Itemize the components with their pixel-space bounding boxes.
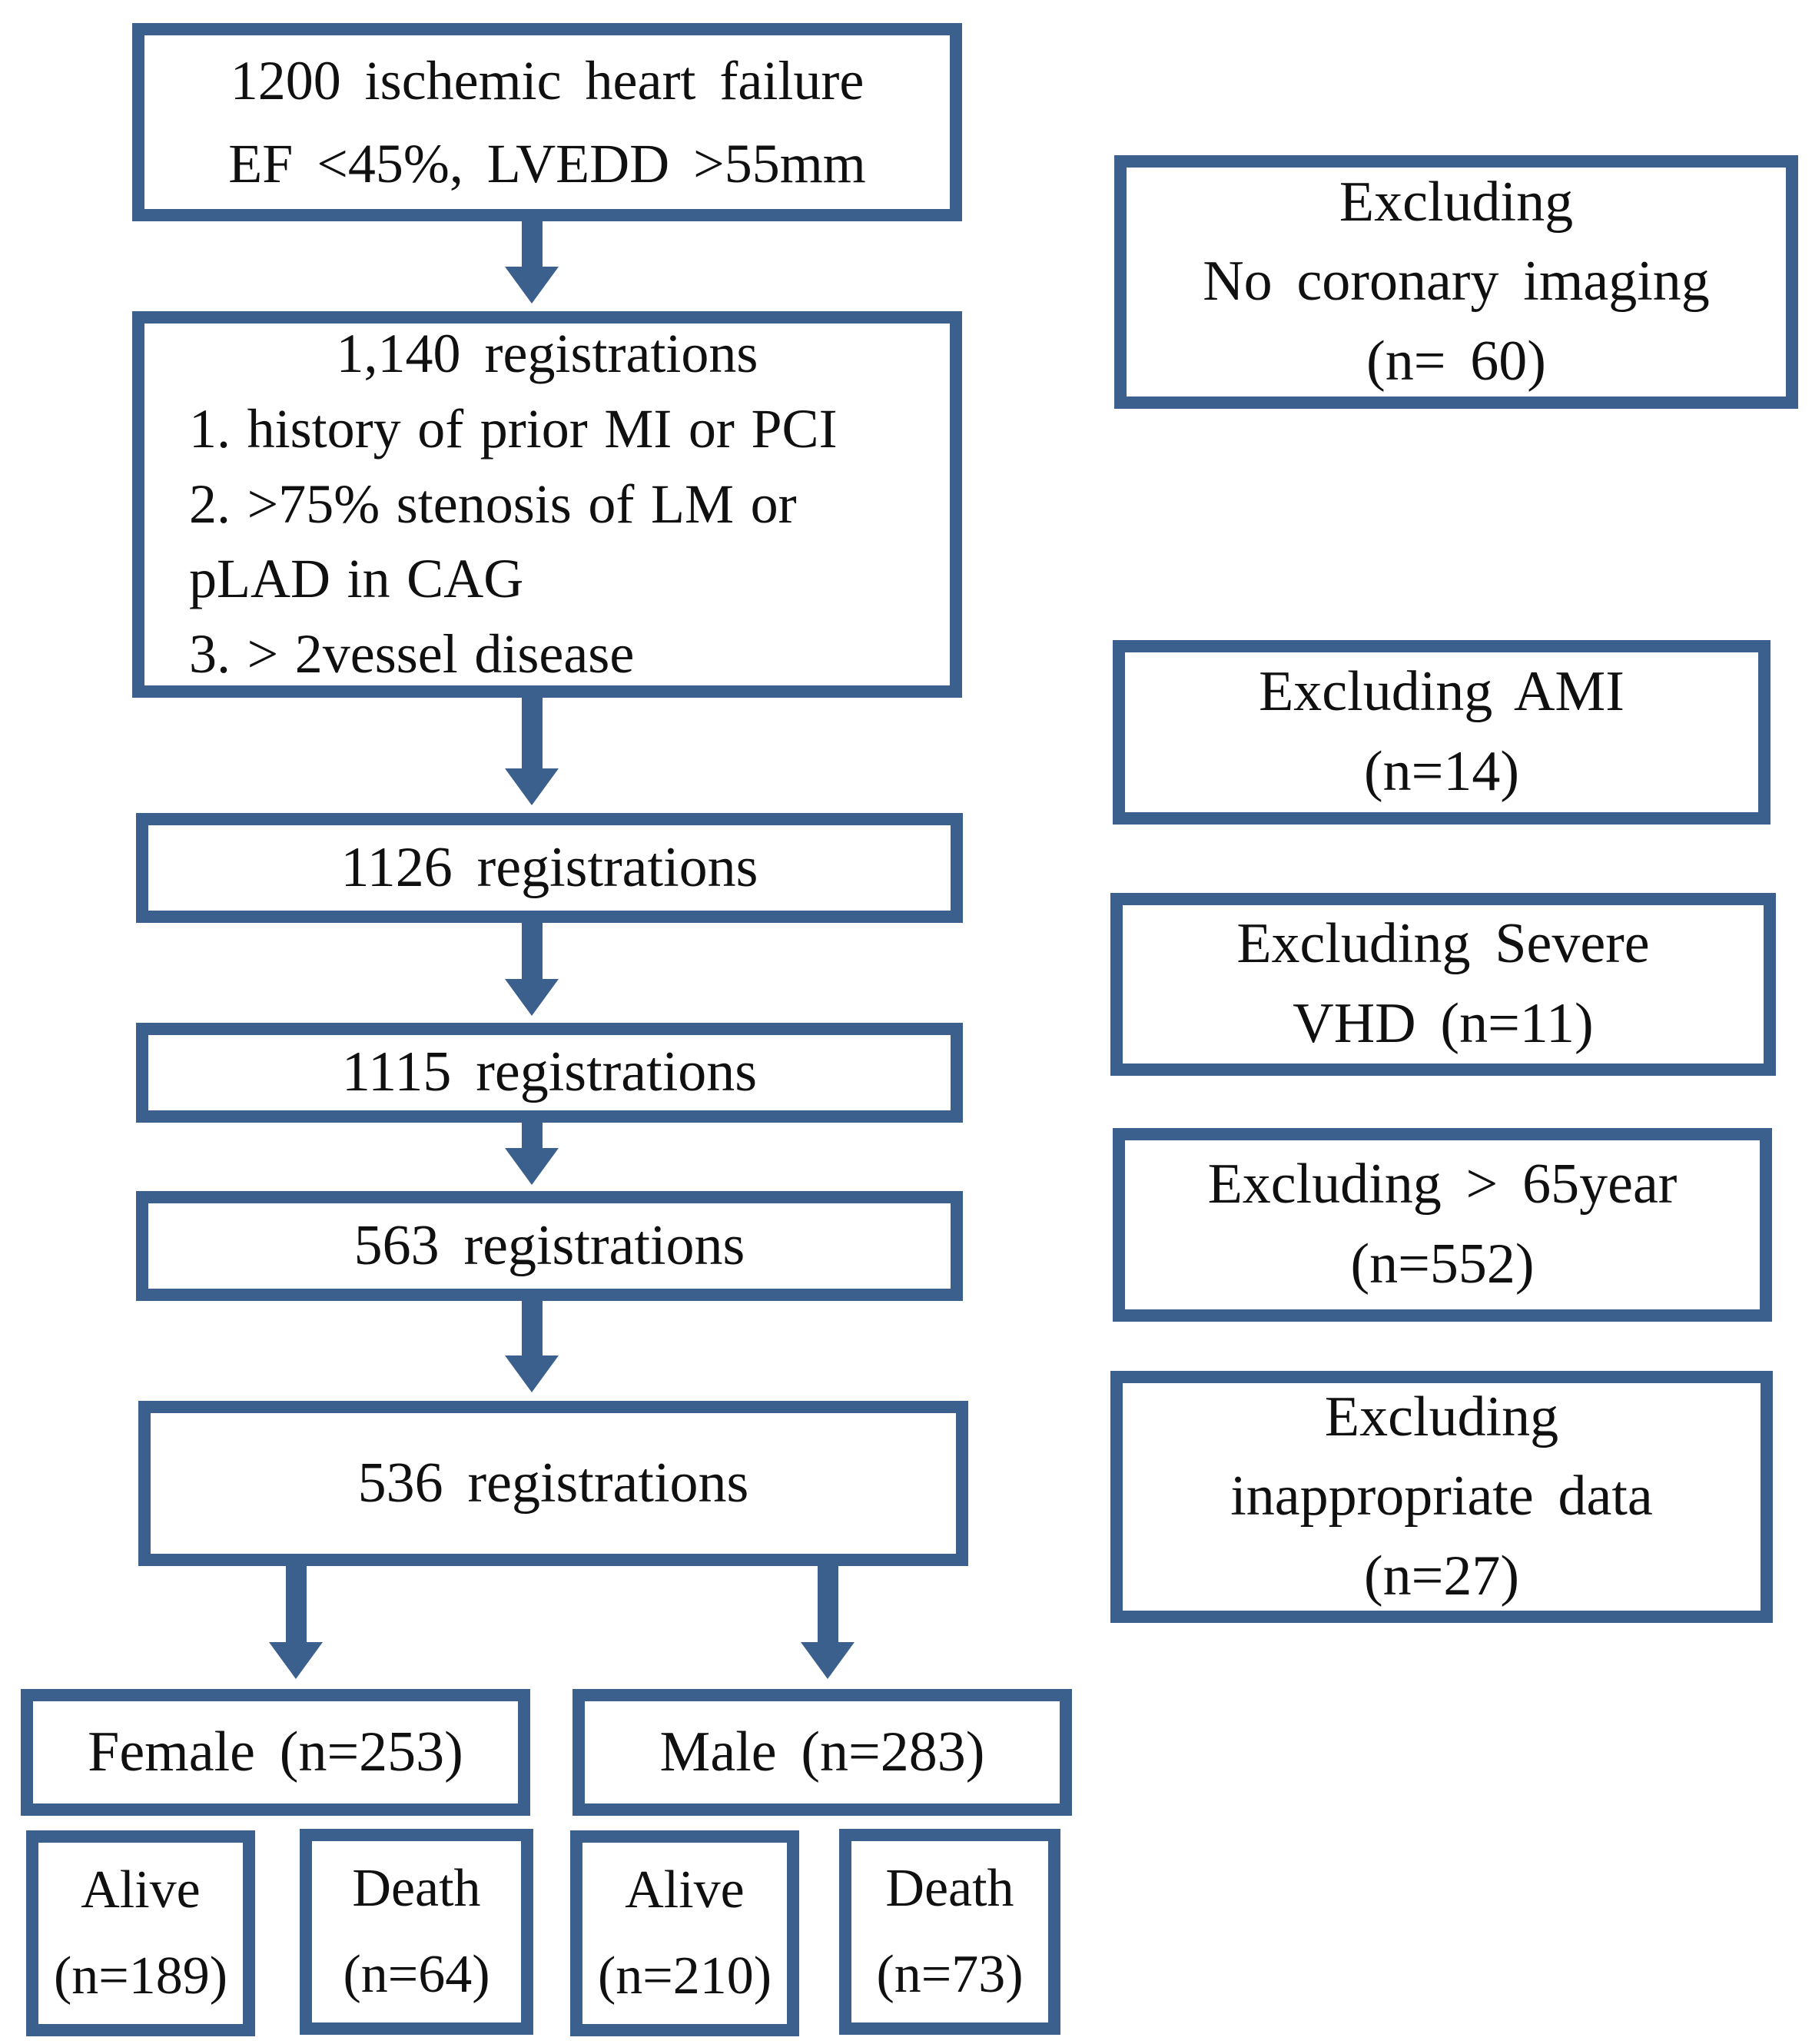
arrow-down-icon xyxy=(505,698,559,805)
arrow-shaft xyxy=(521,221,543,267)
male-death-line1: Death xyxy=(885,1859,1014,1918)
box-female: Female (n=253) xyxy=(21,1689,530,1816)
criterion-2-continued: pLAD in CAG xyxy=(189,548,524,610)
box-excluding-ami: Excluding AMI (n=14) xyxy=(1113,640,1771,825)
registrations-1126-label: 1126 registrations xyxy=(340,835,758,899)
registrations-563-label: 563 registrations xyxy=(353,1213,745,1277)
arrow-head xyxy=(505,1148,559,1185)
female-death-line2: (n=64) xyxy=(343,1945,490,2004)
excl-data-line2: inappropriate data xyxy=(1230,1465,1653,1528)
box-registrations-536: 536 registrations xyxy=(138,1401,968,1566)
arrow-shaft xyxy=(521,698,543,768)
registrations-1115-label: 1115 registrations xyxy=(341,1040,758,1104)
excl-data-line3: (n=27) xyxy=(1363,1544,1520,1608)
box-female-alive: Alive (n=189) xyxy=(26,1830,255,2036)
criterion-1: 1. history of prior MI or PCI xyxy=(189,397,838,460)
arrow-down-icon xyxy=(505,1301,559,1392)
enrollment-line1: 1200 ischemic heart failure xyxy=(230,50,865,111)
arrow-head xyxy=(505,1355,559,1392)
excl-data-line1: Excluding xyxy=(1324,1385,1559,1448)
box-registrations-1126: 1126 registrations xyxy=(136,813,963,923)
female-alive-line2: (n=189) xyxy=(53,1946,228,2006)
box-enrollment: 1200 ischemic heart failure EF <45%, LVE… xyxy=(132,23,962,221)
arrow-head xyxy=(269,1642,323,1679)
box-female-death: Death (n=64) xyxy=(300,1829,533,2035)
criterion-2: 2. >75% stenosis of LM or xyxy=(189,473,797,535)
female-label: Female (n=253) xyxy=(88,1720,463,1784)
box-male: Male (n=283) xyxy=(572,1689,1072,1816)
arrow-down-icon xyxy=(801,1566,855,1679)
excl-vhd-line2: VHD (n=11) xyxy=(1293,992,1594,1055)
arrow-down-icon xyxy=(505,221,559,304)
male-label: Male (n=283) xyxy=(659,1720,985,1784)
excl-imaging-line1: Excluding xyxy=(1339,170,1574,234)
registrations-536-label: 536 registrations xyxy=(357,1451,749,1515)
arrow-down-icon xyxy=(269,1566,323,1679)
arrow-shaft xyxy=(521,1301,543,1355)
box-registrations-1115: 1115 registrations xyxy=(136,1023,963,1123)
box-excluding-inappropriate-data: Excluding inappropriate data (n=27) xyxy=(1110,1371,1773,1623)
box-excluding-no-coronary-imaging: Excluding No coronary imaging (n= 60) xyxy=(1114,155,1798,409)
excl-65year-line1: Excluding > 65year xyxy=(1207,1153,1678,1216)
female-death-line1: Death xyxy=(352,1859,481,1918)
box-excluding-severe-vhd: Excluding Severe VHD (n=11) xyxy=(1110,893,1776,1076)
box-male-alive: Alive (n=210) xyxy=(570,1830,799,2036)
arrow-head xyxy=(505,979,559,1016)
arrow-shaft xyxy=(817,1566,838,1642)
box-registrations-1140: 1,140 registrations 1. history of prior … xyxy=(132,311,962,698)
excl-vhd-line1: Excluding Severe xyxy=(1236,912,1650,976)
excl-imaging-line3: (n= 60) xyxy=(1366,329,1546,393)
box-male-death: Death (n=73) xyxy=(839,1829,1060,2035)
excl-ami-line1: Excluding AMI xyxy=(1259,660,1624,724)
arrow-down-icon xyxy=(505,1123,559,1185)
arrow-shaft xyxy=(521,1123,543,1148)
arrow-head xyxy=(505,768,559,805)
box-registrations-563: 563 registrations xyxy=(136,1191,963,1301)
excl-65year-line2: (n=552) xyxy=(1350,1233,1535,1296)
male-alive-line2: (n=210) xyxy=(597,1946,772,2006)
female-alive-line1: Alive xyxy=(81,1860,201,1920)
enrollment-line2: EF <45%, LVEDD >55mm xyxy=(228,133,866,194)
arrow-head xyxy=(505,267,559,304)
excl-imaging-line2: No coronary imaging xyxy=(1203,250,1710,314)
arrow-shaft xyxy=(285,1566,307,1642)
male-alive-line1: Alive xyxy=(625,1860,745,1920)
criterion-3: 3. > 2vessel disease xyxy=(189,623,635,685)
arrow-down-icon xyxy=(505,923,559,1016)
arrow-head xyxy=(801,1642,855,1679)
registrations-1140-title: 1,140 registrations xyxy=(336,322,758,384)
arrow-shaft xyxy=(521,923,543,979)
box-excluding-over-65year: Excluding > 65year (n=552) xyxy=(1113,1128,1772,1322)
male-death-line2: (n=73) xyxy=(876,1945,1024,2004)
excl-ami-line2: (n=14) xyxy=(1363,740,1520,803)
